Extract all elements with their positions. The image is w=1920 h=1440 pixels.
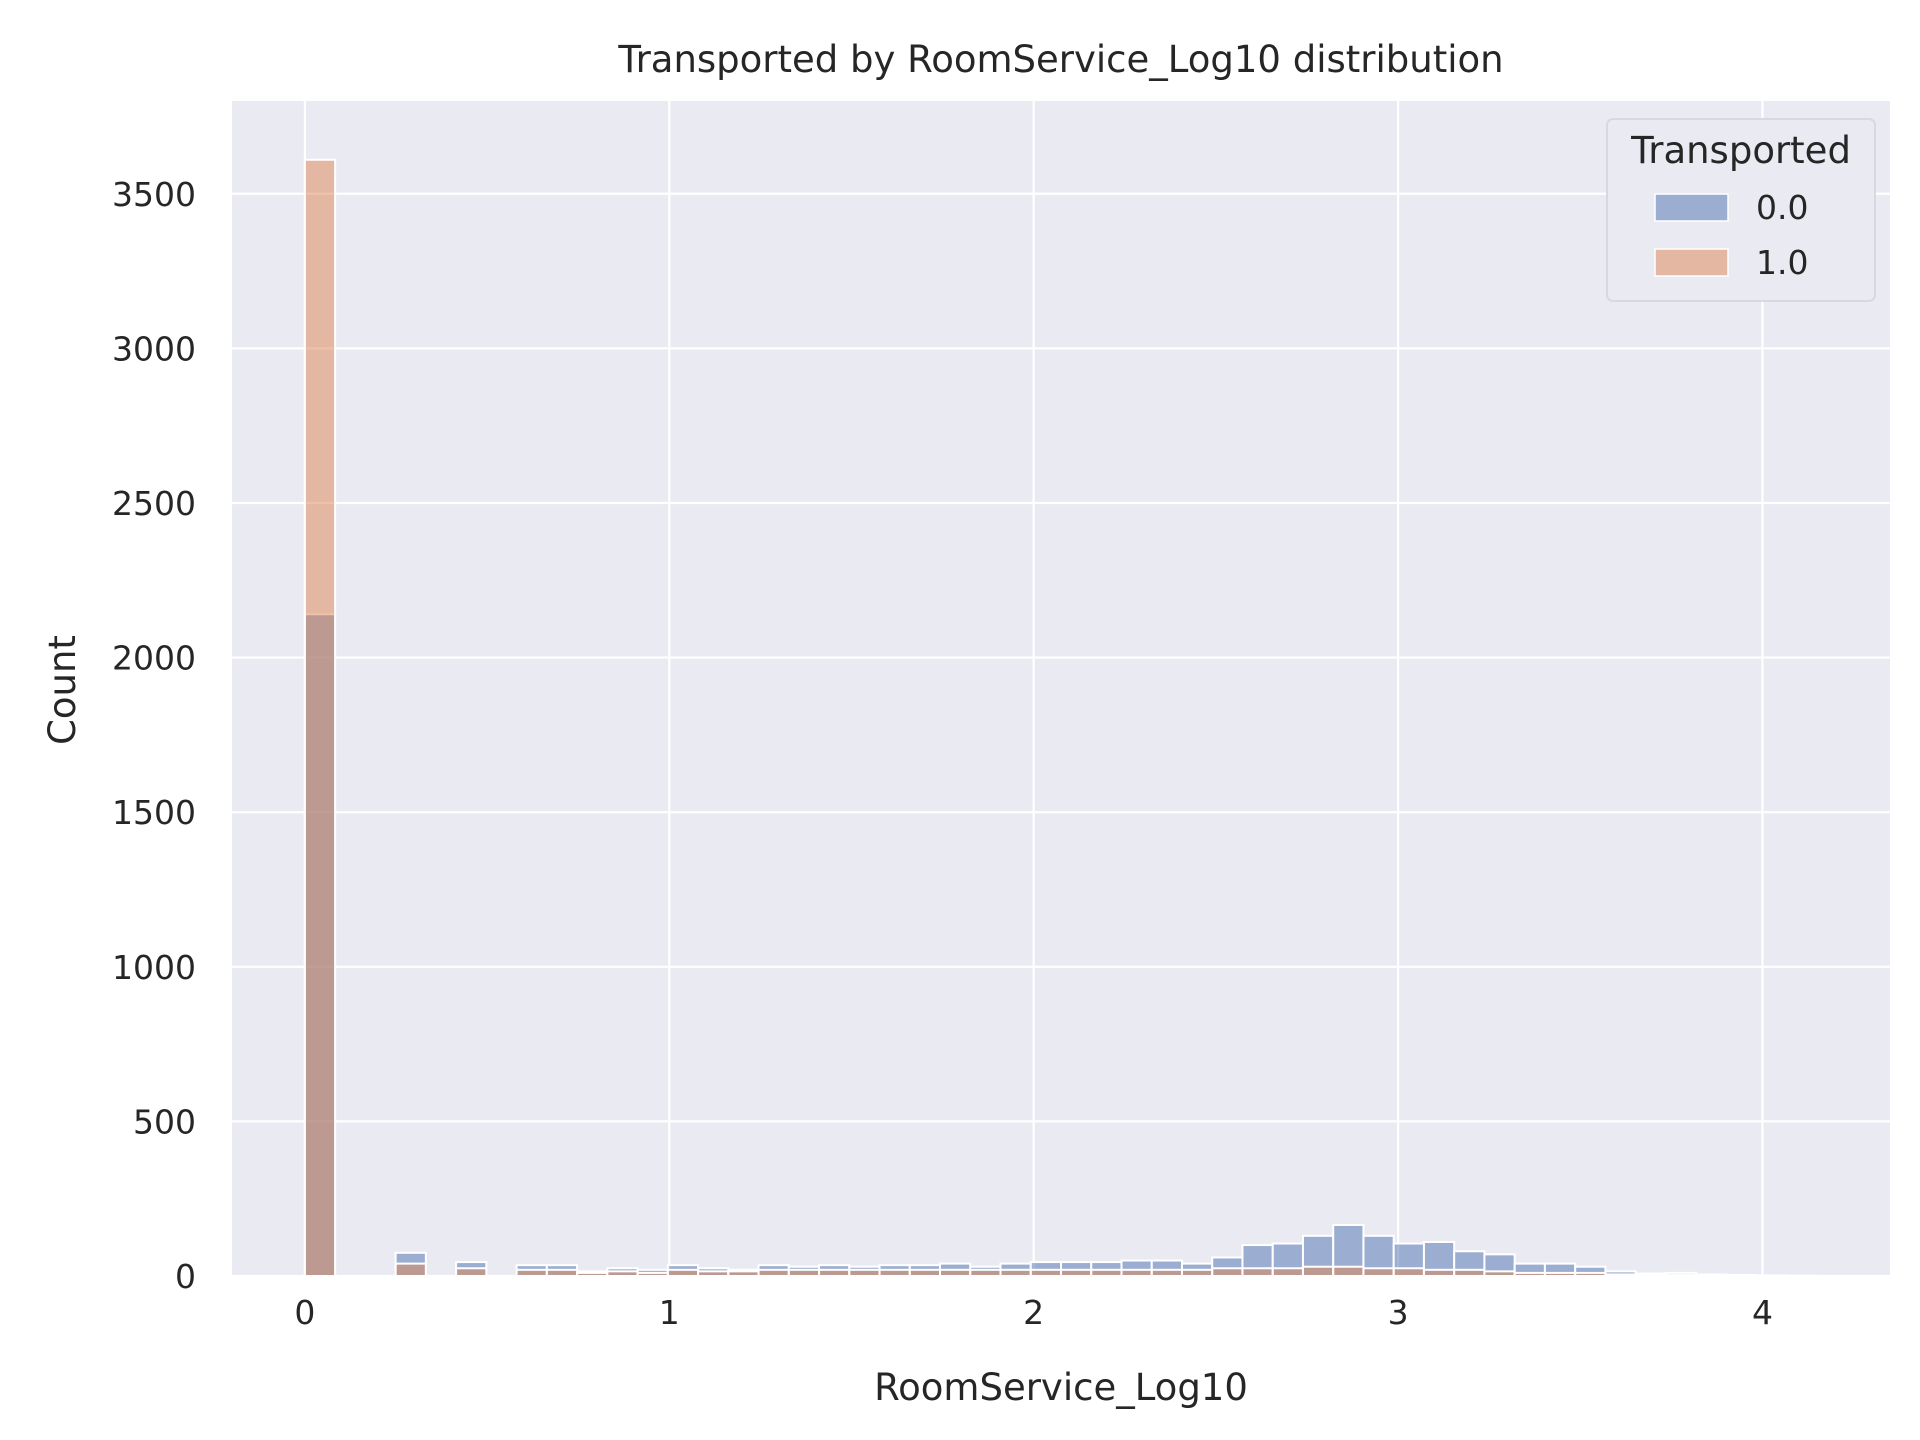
legend-label-1: 1.0 [1756, 243, 1808, 282]
bar-transported-1 [1392, 1267, 1425, 1278]
bar-transported-1 [1332, 1265, 1365, 1277]
bar-transported-1 [636, 1271, 669, 1277]
bar-transported-1 [1241, 1267, 1274, 1278]
bar-transported-1 [1120, 1268, 1153, 1278]
bar-transported-1 [878, 1268, 911, 1278]
bar-transported-1 [1060, 1268, 1093, 1278]
chart-title: Transported by RoomService_Log10 distrib… [617, 38, 1503, 81]
bar-transported-1 [1301, 1265, 1335, 1277]
bar-transported-1 [1029, 1268, 1062, 1278]
bar-transported-1 [1271, 1267, 1304, 1278]
legend-swatch-0 [1654, 193, 1729, 222]
legend: Transported 0.0 1.0 [1606, 118, 1876, 302]
tick-labels: 0 500 1000 1500 2000 2500 3000 3500 0 1 2 3 4 [112, 175, 1773, 1332]
bar-transported-1 [1543, 1271, 1577, 1277]
legend-title: Transported [1630, 129, 1851, 172]
bar-transported-1 [606, 1270, 639, 1277]
bar-transported-1 [545, 1268, 579, 1278]
x-axis-label: RoomService_Log10 [874, 1366, 1248, 1409]
x-tick-label: 2 [1023, 1293, 1044, 1332]
bar-transported-1 [1180, 1268, 1214, 1278]
histogram-bars [303, 158, 1819, 1278]
bar-transported-1 [666, 1268, 700, 1278]
y-tick-label: 3500 [112, 175, 196, 214]
bar-transported-1 [1513, 1271, 1546, 1277]
legend-label-0: 0.0 [1756, 188, 1808, 227]
y-tick-label: 0 [175, 1257, 196, 1296]
bar-transported-1 [1604, 1273, 1637, 1278]
bar-transported-1 [1211, 1267, 1244, 1278]
bar-transported-1 [818, 1268, 851, 1278]
y-tick-label: 2000 [112, 639, 196, 678]
bar-transported-1 [576, 1271, 609, 1277]
x-tick-label: 4 [1752, 1293, 1773, 1332]
bar-transported-1 [455, 1267, 488, 1278]
bar-transported-1 [1695, 1274, 1728, 1278]
bar-transported-1 [848, 1268, 881, 1278]
bar-transported-1 [394, 1262, 427, 1278]
bar-transported-1 [727, 1270, 760, 1277]
bar-transported-1 [515, 1268, 548, 1278]
y-tick-label: 2500 [112, 484, 196, 523]
bar-transported-1 [1453, 1268, 1486, 1278]
bar-transported-1 [1483, 1270, 1516, 1277]
bar-transported-1 [999, 1268, 1032, 1278]
y-tick-label: 500 [133, 1102, 196, 1141]
x-tick-label: 3 [1388, 1293, 1409, 1332]
y-axis-label: Count [41, 635, 84, 745]
bar-transported-1 [908, 1268, 942, 1278]
bar-transported-1 [1422, 1268, 1456, 1278]
bar-transported-1 [1362, 1267, 1395, 1278]
bar-transported-1 [697, 1270, 730, 1277]
legend-swatch-1 [1654, 248, 1729, 277]
bar-transported-1 [1664, 1274, 1698, 1278]
bar-transported-1 [1150, 1268, 1183, 1278]
bar-transported-1 [1634, 1274, 1667, 1278]
bar-transported-1 [1574, 1271, 1607, 1277]
bar-transported-1 [1090, 1268, 1123, 1278]
bar-transported-1 [787, 1268, 821, 1278]
y-tick-label: 1000 [112, 948, 196, 987]
bar-transported-1 [757, 1268, 790, 1278]
y-tick-label: 1500 [112, 793, 196, 832]
bar-transported-1 [969, 1268, 1002, 1278]
bar-transported-1 [939, 1268, 972, 1278]
y-tick-label: 3000 [112, 329, 196, 368]
bar-transported-1 [303, 158, 337, 1277]
x-tick-label: 1 [659, 1293, 680, 1332]
x-tick-label: 0 [294, 1293, 315, 1332]
